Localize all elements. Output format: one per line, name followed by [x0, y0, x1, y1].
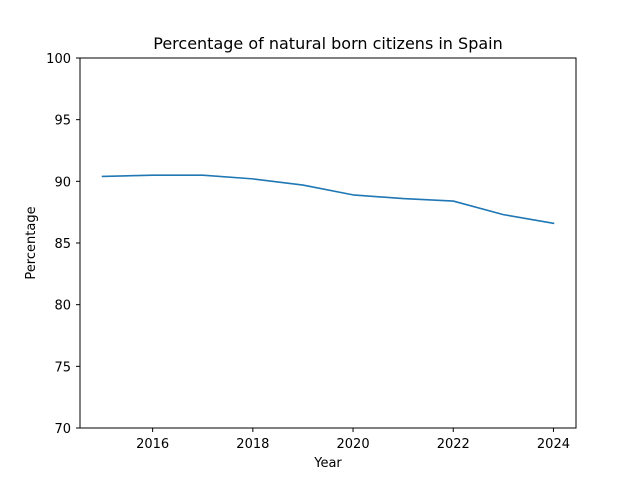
y-axis: 70 75 80 85 90 95 100 [46, 52, 80, 437]
y-tick-label: 75 [54, 360, 71, 375]
y-tick-label: 90 [54, 175, 71, 190]
y-tick-label: 70 [54, 422, 71, 437]
x-tick-label: 2018 [236, 437, 269, 452]
x-axis-label: Year [313, 456, 342, 471]
y-tick-label: 80 [54, 299, 71, 314]
y-axis-label: Percentage [24, 206, 39, 279]
y-tick-label: 85 [54, 237, 71, 252]
x-tick-label: 2020 [337, 437, 370, 452]
x-tick-label: 2016 [136, 437, 169, 452]
series-line [101, 174, 555, 225]
y-tick-label: 100 [46, 52, 71, 67]
plot-area-frame [79, 57, 577, 429]
x-tick-label: 2022 [437, 437, 470, 452]
series-layer [101, 174, 555, 225]
y-tick-label: 95 [54, 114, 71, 129]
x-tick-label: 2024 [537, 437, 570, 452]
x-axis: 2016 2018 2020 2022 2024 [136, 428, 570, 452]
chart-title: Percentage of natural born citizens in S… [153, 34, 502, 53]
